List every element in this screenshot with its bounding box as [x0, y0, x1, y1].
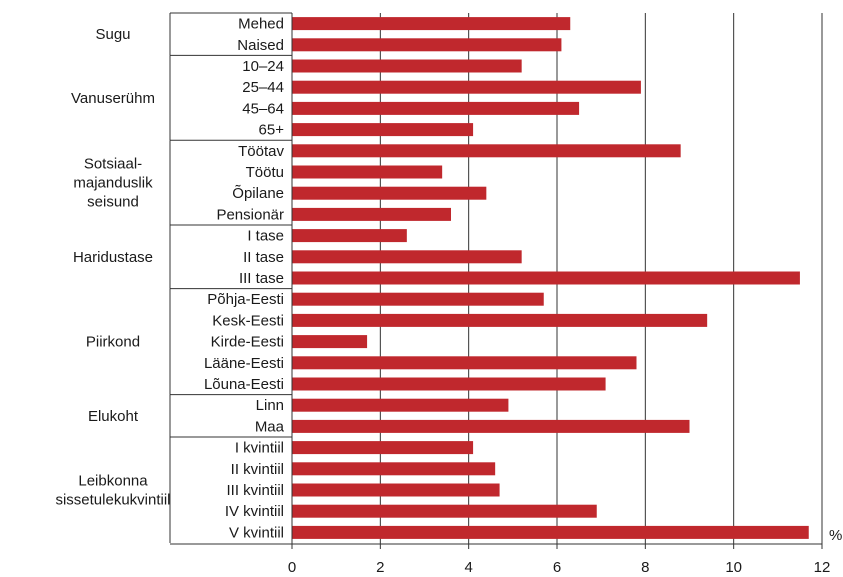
category-label: Kirde-Eesti — [211, 334, 284, 351]
category-label: Kesk-Eesti — [212, 312, 284, 329]
tick-label: 0 — [288, 559, 296, 576]
category-label: Pensionär — [216, 206, 284, 223]
tick-label: 2 — [376, 559, 384, 576]
category-label: II tase — [243, 249, 284, 266]
category-label: IV kvintiil — [225, 503, 284, 520]
bar — [292, 525, 809, 539]
bar — [292, 17, 571, 31]
bar — [292, 165, 443, 179]
category-label: Töötav — [238, 143, 284, 160]
category-label: I tase — [247, 228, 284, 245]
category-label: III kvintiil — [226, 482, 284, 499]
bar — [292, 398, 509, 412]
group-label: Elukoht — [88, 408, 139, 425]
category-label: Lääne-Eesti — [204, 355, 284, 372]
group-label: Piirkond — [86, 334, 140, 351]
category-label: Töötu — [246, 164, 284, 181]
category-labels: Mehed Naised 10–24 25–44 45–64 65+ Töötav Töötu… — [204, 16, 285, 542]
bar — [292, 207, 451, 221]
bar — [292, 335, 368, 349]
bar — [292, 59, 522, 73]
tick-label: 12 — [814, 559, 831, 576]
bar — [292, 419, 690, 433]
bar — [292, 144, 681, 158]
category-label: Naised — [237, 37, 284, 54]
bar — [292, 313, 708, 327]
category-label: 45–64 — [242, 100, 284, 117]
bar — [292, 123, 474, 137]
bar — [292, 38, 562, 52]
group-label: Leibkonna sissetulekukvintiil — [55, 473, 170, 509]
category-label: 65+ — [259, 122, 285, 139]
category-frame — [169, 12, 822, 545]
category-label: III tase — [239, 270, 284, 287]
tick-label: 6 — [553, 559, 561, 576]
bar — [292, 271, 800, 285]
bar — [292, 250, 522, 264]
category-label: I kvintiil — [235, 440, 284, 457]
bar — [292, 483, 500, 497]
bar — [292, 356, 637, 370]
bar — [292, 292, 544, 306]
bar — [292, 441, 474, 455]
bar — [292, 504, 597, 518]
unit-label: % — [829, 527, 842, 544]
tick-label: 4 — [464, 559, 472, 576]
tick-label: 10 — [725, 559, 742, 576]
bar — [292, 186, 487, 200]
category-label: 25–44 — [242, 79, 284, 96]
category-label: 10–24 — [242, 58, 284, 75]
category-label: Mehed — [238, 16, 284, 33]
category-label: II kvintiil — [231, 461, 284, 478]
category-label: V kvintiil — [229, 524, 284, 541]
category-label: Põhja-Eesti — [207, 291, 284, 308]
bar — [292, 101, 580, 115]
group-labels: Sugu Vanuserühm Sotsiaal-majanduslik seisun… — [55, 26, 170, 508]
bar — [292, 80, 641, 94]
category-label: Linn — [256, 397, 284, 414]
bars — [292, 17, 809, 539]
category-label: Lõuna-Eesti — [204, 376, 284, 393]
bar — [292, 229, 407, 243]
category-label: Õpilane — [232, 185, 284, 202]
group-label: Haridustase — [73, 249, 153, 266]
category-label: Maa — [255, 418, 285, 435]
group-label: Sugu — [95, 26, 130, 43]
tick-label: 8 — [641, 559, 649, 576]
group-label: Sotsiaal-majanduslik seisund — [73, 156, 153, 211]
x-axis-ticks: 0 2 4 6 8 10 12 — [288, 544, 831, 576]
group-label: Vanuserühm — [71, 90, 155, 107]
bar — [292, 462, 496, 476]
bar — [292, 377, 606, 391]
